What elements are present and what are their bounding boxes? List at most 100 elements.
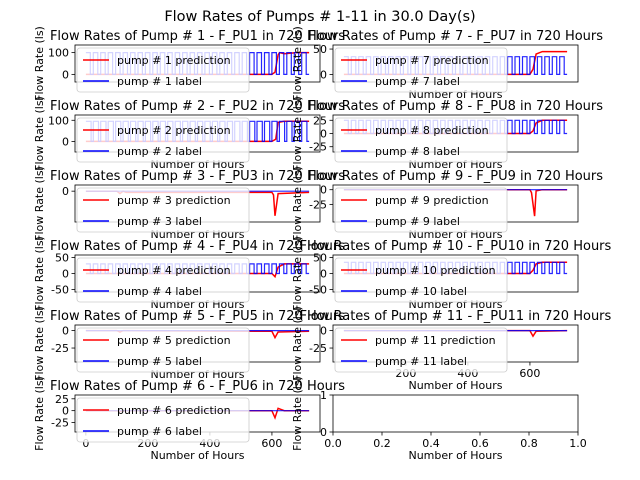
y-tick-label: 50 [55,252,69,265]
y-tick-label: -25 [309,342,327,355]
x-tick-label: 600 [261,437,282,450]
legend-label: pump # 2 prediction [117,124,231,137]
x-tick-label: 0.4 [422,437,440,450]
subplot-title: Flow Rates of Pump # 7 - F_PU7 in 720 Ho… [308,29,603,44]
y-tick-label: 25 [313,114,327,127]
y-axis-label: Flow Rate (ls) [291,96,304,171]
y-tick-label: 100 [48,47,69,60]
subplot-title: Flow Rates of Pump # 1 - F_PU1 in 720 Ho… [50,29,345,44]
legend-label: pump # 9 label [375,215,460,228]
x-tick-label: 1.0 [569,437,587,450]
subplot-title: Flow Rates of Pump # 5 - F_PU5 in 720 Ho… [50,309,345,324]
y-tick-label: 0 [62,325,69,338]
x-tick-label: 0.8 [520,437,538,450]
subplot-title: Flow Rates of Pump # 10 - F_PU10 in 720 … [300,239,612,254]
figure-suptitle: Flow Rates of Pumps # 1-11 in 30.0 Day(s… [164,9,475,25]
subplot-title: Flow Rates of Pump # 2 - F_PU2 in 720 Ho… [50,99,345,114]
legend-box [76,117,250,163]
legend-label: pump # 10 label [375,285,467,298]
subplot-1: 0 100 Flow Rates of Pump # 1 - F_PU1 in 72… [33,26,345,101]
y-tick-label: 0 [62,268,69,281]
legend-label: pump # 7 prediction [375,54,489,67]
y-tick-label: 0 [320,426,327,439]
legend-label: pump # 11 label [375,355,467,368]
y-axis-label: Flow Rate (ls) [33,96,46,171]
y-tick-label: 0 [62,185,69,198]
y-axis-label: Flow Rate (ls) [291,166,304,241]
y-tick-label: 0 [320,128,327,141]
y-axis-label: Flow Rate (ls) [33,236,46,311]
legend-label: pump # 10 prediction [375,264,496,277]
legend-label: pump # 11 prediction [375,334,496,347]
legend-box [334,117,508,163]
subplot-12: 0 1 0.0 0.2 0.4 0.6 0.8 1.0 Number of Hours Flow … [291,376,587,462]
subplot-grid: 0 100 Flow Rates of Pump # 1 - F_PU1 in 72… [33,26,612,462]
y-axis-label: Flow Rate (ls) [291,26,304,101]
y-tick-label: -50 [309,283,327,296]
subplot-title: Flow Rates of Pump # 9 - F_PU9 in 720 Ho… [308,169,603,184]
y-tick-label: -50 [51,283,69,296]
y-axis-label: Flow Rate (ls) [33,376,46,451]
legend-box [334,187,508,233]
x-tick-label: 0.2 [373,437,391,450]
legend-box [76,327,250,373]
legend-label: pump # 3 label [117,215,202,228]
legend-label: pump # 7 label [375,75,460,88]
y-tick-label: 100 [48,114,69,127]
y-tick-label: 0 [62,68,69,81]
y-tick-label: 0 [320,325,327,338]
legend-label: pump # 1 label [117,75,202,88]
x-axis-label: Number of Hours [150,449,244,462]
legend-label: pump # 4 label [117,285,202,298]
legend-label: pump # 9 prediction [375,194,489,207]
y-tick-label: 0 [62,135,69,148]
x-axis-label: Number of Hours [408,449,502,462]
legend-label: pump # 8 label [375,145,460,158]
y-axis-label: Flow Rate (ls) [33,26,46,101]
legend-label: pump # 6 label [117,425,202,438]
legend-box [76,397,250,443]
x-tick-label: 0.6 [471,437,489,450]
legend-label: pump # 3 prediction [117,194,231,207]
x-tick-label: 600 [519,367,540,380]
y-tick-label: 0 [62,405,69,418]
y-tick-label: 50 [313,43,327,56]
legend-label: pump # 1 prediction [117,54,231,67]
legend-box [76,257,250,303]
y-axis-label: Flow Rate (ls) [291,376,304,451]
subplot-title: Flow Rates of Pump # 11 - F_PU11 in 720 … [300,309,612,324]
y-tick-label: -25 [309,198,327,211]
legend-box [334,47,508,93]
legend-label: pump # 5 label [117,355,202,368]
y-tick-label: -25 [51,417,69,430]
legend-label: pump # 5 prediction [117,334,231,347]
subplot-title: Flow Rates of Pump # 4 - F_PU4 in 720 Ho… [50,239,345,254]
y-axis-label: Flow Rate (ls) [291,236,304,311]
y-tick-label: 0 [320,268,327,281]
subplot-title: Flow Rates of Pump # 6 - F_PU6 in 720 Ho… [50,379,345,394]
x-tick-label: 0.0 [324,437,342,450]
y-axis-label: Flow Rate (ls) [33,166,46,241]
y-tick-label: 25 [55,393,69,406]
legend-box [76,47,250,93]
y-axis-label: Flow Rate (ls) [33,306,46,381]
legend-label: pump # 2 label [117,145,202,158]
legend-label: pump # 4 prediction [117,264,231,277]
y-tick-label: 0 [320,184,327,197]
legend-label: pump # 8 prediction [375,124,489,137]
legend-box [334,257,508,303]
y-tick-label: -25 [51,342,69,355]
subplot-title: Flow Rates of Pump # 8 - F_PU8 in 720 Ho… [308,99,603,114]
x-tick-label: 0 [82,437,89,450]
